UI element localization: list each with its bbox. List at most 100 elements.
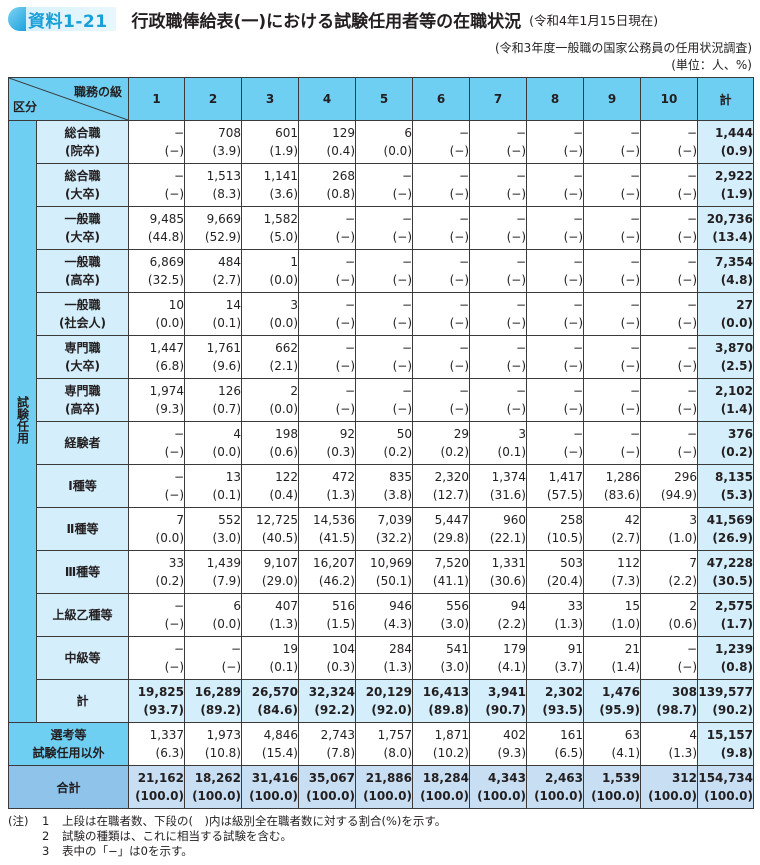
percent-value: (9.6) [212,359,241,373]
percent-value: (0.0) [269,316,298,330]
selection-label-line: 選考等 [50,728,87,742]
count-value: − [458,212,469,226]
percent-value: (0.8) [326,187,355,201]
value-cell: − (−) [298,249,356,293]
percent-value: (100.0) [363,789,412,803]
percent-value: (−) [506,187,526,201]
count-value: 552 [218,513,241,527]
value-cell: − (−) [298,378,356,422]
total-cell: 20,736 (13.4) [697,206,754,250]
row-label: 上級乙種等 [36,593,129,637]
count-value: 41,569 [706,513,753,527]
count-value: 129 [332,126,355,140]
value-cell: 1,337 (6.3) [128,722,185,766]
total-cell: 2,575 (1.7) [697,593,754,637]
count-value: 6 [404,126,412,140]
percent-value: (0.0) [212,445,241,459]
count-value: 27 [736,298,753,312]
value-cell: 835 (3.8) [355,464,413,508]
count-value: − [458,384,469,398]
count-value: 1,539 [602,771,640,785]
value-cell: 7 (2.2) [640,550,698,594]
percent-value: (−) [677,402,697,416]
table-row: 中級等 − (−) − (−) 19 (0.1) 104 (0.3) 284 (1.3) 541 (3.… [9,636,754,680]
percent-value: (−) [449,187,469,201]
percent-value: (83.6) [603,488,640,502]
count-value: − [572,255,583,269]
group-label-exam-appointment: 試験任用 [8,120,37,723]
count-value: 18,284 [422,771,469,785]
percent-value: (52.9) [204,230,241,244]
row-label-main: Ⅲ種等 [64,565,101,579]
count-value: 2,320 [434,470,469,484]
table-row: Ⅲ種等 33 (0.2) 1,439 (7.9) 9,107 (29.0) 16,207 (46… [9,550,754,594]
percent-value: (0.3) [326,660,355,674]
column-header: 8 [526,77,584,121]
count-value: 1,871 [434,728,469,742]
value-cell: − (−) [355,206,413,250]
count-value: 21,162 [137,771,184,785]
count-value: − [629,126,640,140]
row-label: Ⅲ種等 [36,550,129,594]
count-value: 402 [503,728,526,742]
count-value: 9,485 [149,212,184,226]
value-cell: 122 (0.4) [241,464,299,508]
footnote-text: 試験の種類は、これに相当する試験を含む。 [62,829,292,843]
percent-value: (7.9) [212,574,241,588]
count-value: 198 [275,427,298,441]
percent-value: (−) [563,273,583,287]
total-cell: 154,734 (100.0) [697,765,754,809]
value-cell: 3 (0.1) [469,421,527,465]
row-label-main: 上級乙種等 [52,608,113,622]
value-cell: 4,343 (100.0) [469,765,527,809]
value-cell: 3 (0.0) [241,292,299,336]
percent-value: (−) [449,359,469,373]
value-cell: 2,320 (12.7) [412,464,470,508]
value-cell: 1,476 (95.9) [583,679,641,723]
value-cell: 1,539 (100.0) [583,765,641,809]
value-cell: − (−) [583,421,641,465]
count-value: 308 [671,685,697,699]
value-cell: 179 (4.1) [469,636,527,680]
percent-value: (30.5) [712,574,753,588]
count-value: 161 [560,728,583,742]
count-value: 9,107 [263,556,298,570]
value-cell: 20,129 (92.0) [355,679,413,723]
percent-value: (−) [506,402,526,416]
percent-value: (4.1) [611,746,640,760]
value-cell: − (−) [583,378,641,422]
percent-value: (0.4) [269,488,298,502]
percent-value: (3.0) [440,617,469,631]
count-value: − [458,255,469,269]
value-cell: − (−) [526,378,584,422]
badge-label: 資料1-21 [28,11,108,32]
percent-value: (−) [620,230,640,244]
percent-value: (3.0) [212,531,241,545]
value-cell: − (−) [640,249,698,293]
percent-value: (100.0) [591,789,640,803]
percent-value: (98.7) [656,703,697,717]
percent-value: (100.0) [704,789,753,803]
percent-value: (−) [449,273,469,287]
count-value: 4,846 [263,728,298,742]
grand-total-row: 合計 21,162 (100.0) 18,262 (100.0) 31,416 (100.0… [8,765,754,809]
value-cell: 552 (3.0) [184,507,242,551]
percent-value: (−) [506,230,526,244]
percent-value: (−) [164,660,184,674]
percent-value: (0.0) [269,273,298,287]
column-header: 10 [640,77,698,121]
percent-value: (−) [164,144,184,158]
value-cell: 50 (0.2) [355,421,413,465]
value-cell: − (−) [583,163,641,207]
value-cell: 2 (0.0) [241,378,299,422]
percent-value: (95.9) [599,703,640,717]
value-cell: 1,374 (31.6) [469,464,527,508]
count-value: 3 [290,298,298,312]
total-cell: 1,239 (0.8) [697,636,754,680]
value-cell: 16,413 (89.8) [412,679,470,723]
percent-value: (4.8) [720,273,753,287]
value-cell: 1,331 (30.6) [469,550,527,594]
table-row: 総合職 (大卒) − (−) 1,513 (8.3) 1,141 (3.6) 268 (0.8) −… [9,163,754,207]
row-label: 一般職 (大卒) [36,206,129,250]
count-value: 16,207 [313,556,355,570]
